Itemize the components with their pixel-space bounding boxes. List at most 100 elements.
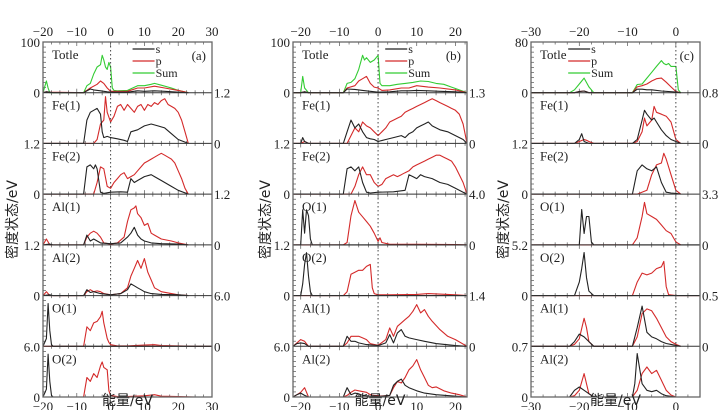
x-tick-label: −30 [521, 399, 541, 410]
x-tick-label: −20 [291, 399, 311, 410]
y-axis-title: 密度状态/eV [495, 180, 512, 259]
y-tick-label: 6.0 [274, 339, 290, 354]
panel-label: (a) [192, 48, 206, 63]
x-tick-label-top: 20 [172, 24, 185, 39]
subplot-label: O(2) [540, 250, 565, 265]
x-tick-label-top: −20 [569, 24, 589, 39]
y-tick-label-right: 0 [214, 136, 221, 151]
legend-label: p [408, 54, 414, 68]
y-tick-label: 0 [34, 86, 41, 101]
y-tick-label: 0.7 [512, 339, 529, 354]
subplot-label: Totle [540, 47, 567, 62]
x-tick-label: 30 [206, 399, 219, 410]
x-tick-label-top: −10 [617, 24, 637, 39]
series-line-s [293, 119, 468, 144]
y-tick-label: 0 [284, 86, 291, 101]
subplot-al1: Al(1) 0.7 0 [512, 295, 709, 354]
subplot-fe2: Fe(2) 0 1.2 [34, 142, 230, 202]
y-tick-label: 0 [522, 289, 529, 304]
x-tick-label-top: −20 [291, 24, 311, 39]
y-tick-label-right: 1.3 [469, 86, 485, 101]
series-line-p [531, 366, 700, 398]
subplot-o2: O(2) 0 1.4 [284, 244, 486, 304]
x-axis-title: 能量/eV [355, 393, 406, 409]
y-tick-label: 0 [34, 390, 41, 405]
y-tick-label: 0 [522, 86, 529, 101]
subplot-label: Fe(2) [52, 148, 80, 163]
subplot-label: Al(2) [540, 351, 568, 366]
series-line-p [42, 205, 189, 246]
x-tick-label: 10 [410, 399, 423, 410]
series-line-p [293, 199, 468, 246]
series-line-p [531, 105, 682, 144]
y-tick-label: 0 [284, 390, 291, 405]
series-line-p [531, 201, 681, 246]
subplot-fe1: Fe(1) 1.2 0 [274, 92, 476, 151]
y-tick-label-right: 0 [702, 136, 709, 151]
y-tick-label-right: 0 [469, 339, 476, 354]
subplot-label: Al(2) [302, 351, 330, 366]
x-tick-label: −10 [617, 399, 637, 410]
y-tick-label-right: 0.8 [702, 86, 718, 101]
y-tick-label: 0 [522, 390, 529, 405]
plot-frame [530, 41, 701, 398]
series-line-p [43, 152, 189, 195]
y-tick-label-right: 3.3 [702, 187, 718, 202]
y-tick-label: 0 [284, 289, 291, 304]
y-tick-label: 5.2 [512, 238, 528, 253]
plot-frame [292, 41, 468, 398]
y-tick-label: 100 [271, 35, 291, 50]
x-tick-label-top: 10 [410, 24, 423, 39]
subplot-totle: Totle 80 0 0.8 [515, 35, 718, 101]
y-axis-title: 密度状态/eV [4, 180, 21, 259]
legend-label: Sum [156, 66, 179, 80]
subplot-label: O(2) [52, 351, 77, 366]
series-line-s [531, 164, 681, 195]
y-tick-label-right: 1.2 [214, 86, 230, 101]
x-axis-title: 能量/eV [102, 393, 153, 409]
x-tick-label-top: −10 [67, 24, 87, 39]
series-line-s [531, 353, 700, 398]
subplot-fe2: Fe(2) 0 3.3 [522, 142, 718, 202]
legend-label: s [408, 42, 413, 56]
y-tick-label-right: 0 [702, 238, 709, 253]
series-line-p [293, 154, 468, 195]
x-tick-label: −10 [67, 399, 87, 410]
subplot-label: Fe(1) [302, 98, 330, 113]
y-tick-label: 1.2 [24, 136, 40, 151]
series-line-s [293, 209, 467, 246]
subplot-o2: O(2) 0 0.5 [522, 244, 718, 304]
legend-label: p [591, 54, 597, 68]
subplot-fe2: Fe(2) 0 4.0 [284, 142, 485, 202]
x-tick-label-top: 0 [375, 24, 382, 39]
series-line-p [42, 258, 189, 297]
x-axis-title: 能量/eV [590, 393, 641, 409]
y-tick-label-right: 0 [469, 136, 476, 151]
x-tick-label-top: 0 [107, 24, 114, 39]
y-axis-title: 密度状态/eV [257, 180, 274, 259]
series-line-p [43, 310, 212, 347]
x-tick-label: −20 [569, 399, 589, 410]
y-tick-label: 0 [284, 187, 291, 202]
subplot-label: Al(1) [52, 199, 80, 214]
subplot-label: O(1) [540, 199, 565, 214]
x-tick-label-top: 10 [138, 24, 151, 39]
series-line-s [42, 226, 189, 246]
x-tick-label-top: −30 [521, 24, 541, 39]
x-tick-label-top: −10 [329, 24, 349, 39]
y-tick-label-right: 4.0 [469, 187, 485, 202]
y-tick-label-right: 0 [469, 238, 476, 253]
y-tick-label-right: 1.4 [469, 289, 486, 304]
subplot-o1: O(1) 5.2 0 [512, 193, 709, 253]
x-tick-label: 20 [449, 399, 462, 410]
subplot-label: O(1) [302, 199, 327, 214]
x-tick-label: −20 [33, 399, 53, 410]
y-tick-label-right: 0 [214, 339, 221, 354]
x-tick-label-top: 30 [206, 24, 219, 39]
y-tick-label-right: 0 [702, 339, 709, 354]
series-line-p [293, 98, 468, 144]
series-line-p [43, 96, 189, 144]
